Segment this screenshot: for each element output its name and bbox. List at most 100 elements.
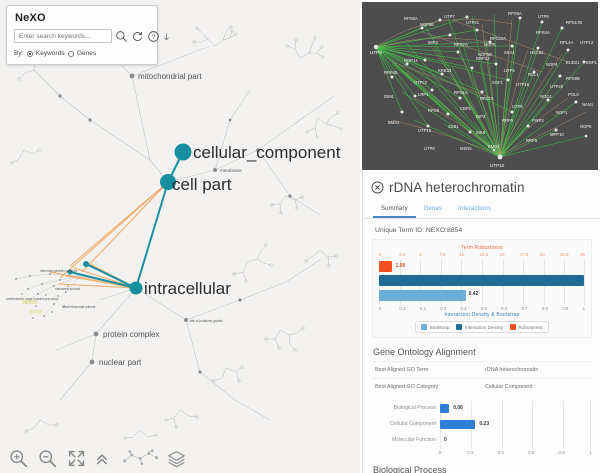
gene-label-utp7: UTP7	[444, 14, 455, 19]
legend-item-interaction-density: Interaction Density	[456, 324, 503, 330]
tree-label-nuclear-part: nuclear part	[99, 358, 142, 367]
chart-legend: Bootstrap Interaction Density Robustness	[415, 321, 549, 333]
go-bar-row-cellular-component: Cellular Component 0.23	[372, 417, 592, 431]
gene-label-rps9b: RPS9B	[566, 76, 580, 81]
bottom-tick: 0.4	[460, 306, 467, 311]
gene-label-rps7a: RPS7A	[454, 42, 468, 47]
legend-label-bootstrap: Bootstrap	[429, 324, 450, 330]
go-key-category: Best Aligned GO Category	[375, 384, 439, 390]
tree-label-cellular-component: cellular_component	[193, 143, 341, 162]
gene-label-utp20: UTP20	[550, 84, 564, 89]
close-circle-icon[interactable]	[371, 181, 384, 194]
gene-label-hsc82: HSC82	[530, 50, 544, 55]
bottom-tick: 0.7	[521, 306, 528, 311]
top-tick: 7.5	[439, 252, 446, 257]
help-icon[interactable]: ?	[147, 30, 160, 43]
detail-tabs[interactable]: Summary Genes Interactions	[363, 197, 600, 219]
bottom-tick: 0	[379, 306, 382, 311]
gene-label-pol5: POL5	[568, 92, 579, 97]
tree-label-cell-part: cell part	[172, 175, 232, 194]
legend-item-robustness: Robustness	[509, 324, 543, 330]
gene-interaction-network[interactable]: UTP9 UTP7 NOP56 UTP21 IMP3 RPS7A NOP5 NO…	[362, 2, 598, 170]
layers-icon[interactable]	[167, 449, 186, 468]
gene-label-utp9: UTP9	[370, 50, 382, 55]
gene-label-msn5: MSN5	[460, 146, 472, 151]
zoom-in-icon[interactable]	[9, 449, 28, 468]
bottom-tick: 0.3	[440, 306, 447, 311]
gene-label-rps22a: RPS22A	[490, 36, 506, 41]
go-tick: 0	[438, 450, 442, 455]
gene-network-canvas[interactable]: UTP9 UTP7 NOP56 UTP21 IMP3 RPS7A NOP5 NO…	[362, 2, 598, 170]
tab-summary[interactable]: Summary	[373, 203, 416, 218]
gene-label-ssb1: SSB1	[448, 124, 459, 129]
go-tick: 0.6	[527, 450, 535, 455]
page-title: rDNA heterochromatin	[389, 180, 525, 195]
gene-label-bms1: BMS1	[388, 120, 400, 125]
tab-interactions[interactable]: Interactions	[458, 206, 491, 212]
top-tick: 15	[499, 252, 505, 257]
search-by-row[interactable]: By: Keywords Genes	[14, 50, 150, 57]
search-row[interactable]: ?	[14, 29, 169, 43]
search-input[interactable]	[14, 29, 112, 43]
refresh-icon[interactable]	[131, 30, 144, 43]
chart-top-ticks: 0 2.5 5 7.5 10 12.5 15 17.5 20 22.5 25	[379, 252, 585, 257]
collapse-icon[interactable]	[96, 449, 109, 468]
gene-label-nop1: NOP1	[556, 110, 568, 115]
go-row-category: Best Aligned GO Category Cellular Compon…	[372, 378, 592, 395]
gene-label-rps6a: RPS6A	[404, 16, 418, 21]
zoom-out-icon[interactable]	[38, 449, 57, 468]
bottom-tick: 0.5	[480, 306, 487, 311]
gene-label-rps1a: RPS1A	[454, 90, 468, 95]
expand-icon[interactable]	[163, 30, 170, 43]
go-bar-label-molecular-function: Molecular Function	[392, 437, 436, 443]
radio-keywords-dot[interactable]	[27, 50, 34, 57]
top-tick: 10	[459, 252, 465, 257]
gene-label-ssa1: SSA1	[504, 50, 515, 55]
gene-label-utp15: UTP15	[418, 128, 432, 133]
go-chart-axis: 0 0.2 0.4 0.6 0.8 1	[438, 449, 592, 459]
bar-bootstrap	[379, 290, 466, 301]
go-bar-label-cellular-component: Cellular Component	[390, 421, 436, 427]
radio-keywords[interactable]: Keywords	[27, 50, 64, 57]
top-tick: 20	[539, 252, 545, 257]
fit-screen-icon[interactable]	[67, 449, 86, 468]
gene-label-sof1: SOF1	[492, 80, 504, 85]
ontology-tree-canvas[interactable]: cellular_component cell part intracellul…	[0, 0, 360, 473]
go-bar-value-molecular-function: 0	[444, 437, 447, 443]
ontology-tree-view[interactable]: cellular_component cell part intracellul…	[0, 0, 360, 473]
robustness-chart: Term Robustness 0 2.5 5 7.5 10 12.5 15 1…	[372, 239, 592, 338]
biological-process-title: Biological Process	[363, 461, 600, 473]
bottom-tick: 0.1	[399, 306, 406, 311]
node-cellular-component	[174, 143, 192, 161]
search-panel[interactable]: NeXO ? By: Keywor	[6, 5, 169, 65]
gene-label-rps17b: RPS17B	[566, 20, 582, 25]
tree-label-membrane: membrane	[220, 168, 242, 173]
tree-label-mitochondrial-part: mitochondrial part	[138, 72, 202, 81]
radio-genes-dot[interactable]	[68, 50, 75, 57]
top-tick: 17.5	[519, 252, 529, 257]
gene-label-lrp1: LRP1	[418, 92, 429, 97]
search-icon[interactable]	[115, 30, 128, 43]
tree-label-protein-complex: protein complex	[103, 330, 159, 339]
gene-label-rps8a: RPS8A	[508, 11, 522, 16]
top-tick: 25	[580, 252, 585, 257]
tree-label-ribosomal-subunit: ribosomal subunit	[55, 287, 80, 291]
go-tick: 0.4	[497, 450, 504, 455]
gene-label-rps4a: RPS4A	[536, 30, 550, 35]
gene-label-utp4: UTP4	[504, 68, 515, 73]
go-tick: 0.8	[558, 450, 565, 455]
legend-swatch-interaction-density	[456, 324, 463, 330]
bottom-tick: 0.2	[419, 306, 426, 311]
bar-value-bootstrap: 0.42	[468, 291, 479, 297]
go-row-term: Best Aligned GO Term rDNA heterochromati…	[372, 361, 592, 378]
gene-label-rrp9: RRP9	[502, 118, 514, 123]
view-toolbar[interactable]	[0, 443, 360, 473]
bottom-tick: 0.9	[562, 306, 569, 311]
radio-genes[interactable]: Genes	[68, 50, 96, 57]
gene-label-emg1: EMG1	[488, 144, 501, 149]
tab-genes[interactable]: Genes	[423, 206, 443, 212]
gene-label-dip2: DIP2	[476, 114, 486, 119]
bottom-tick: 1	[582, 306, 586, 311]
gene-label-rpl4a: RPL4A	[560, 40, 573, 45]
